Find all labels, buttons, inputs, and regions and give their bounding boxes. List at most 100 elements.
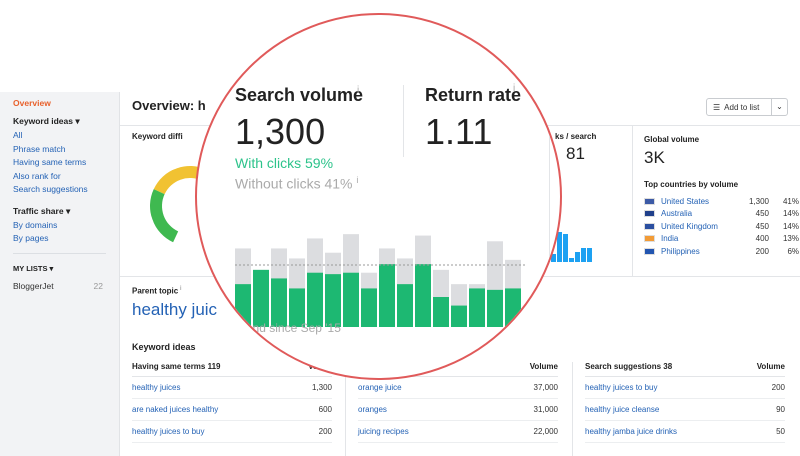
top-countries-label: Top countries by volume (644, 180, 739, 189)
sidebar-section-label: Keyword ideas (13, 116, 73, 126)
keyword-volume: 600 (318, 405, 332, 414)
my-lists-label: MY LISTS (13, 264, 48, 273)
sidebar-section-label: Traffic share (13, 205, 64, 216)
return-rate-value: 1.11 (425, 111, 493, 152)
keyword-link[interactable]: juicing recipes (358, 427, 409, 436)
keyword-volume: 50 (776, 427, 785, 436)
sidebar-item-having-same-terms[interactable]: Having same terms (13, 157, 87, 167)
add-to-list-button[interactable]: ☰ Add to list ⌄ (706, 98, 788, 116)
global-volume-panel: Global volume 3K Top countries by volume… (632, 125, 800, 277)
country-percent: 14% (782, 209, 799, 219)
parent-topic-label-text: Parent topic (132, 286, 179, 296)
trend-bar-clicks (469, 288, 485, 327)
keyword-volume: 22,000 (533, 427, 558, 436)
divider (403, 85, 404, 157)
add-to-list-label: Add to list (724, 102, 760, 112)
caret-down-icon: ▾ (65, 205, 71, 216)
us-flag (644, 197, 655, 205)
trend-bar-clicks (505, 288, 521, 327)
mini-bar (575, 252, 580, 262)
sidebar-section-keyword-ideas[interactable]: Keyword ideas ▾ (13, 116, 119, 127)
sidebar-item-search-suggestions[interactable]: Search suggestions (13, 184, 88, 194)
mini-bar (551, 254, 556, 262)
keyword-volume: 90 (776, 405, 785, 414)
country-percent: 14% (782, 221, 799, 231)
column-title[interactable]: Having same terms 119 (132, 362, 221, 371)
table-row: healthy juice cleanse 90 (585, 399, 785, 421)
table-row: healthy juices to buy 200 (132, 421, 332, 443)
trend-bar-clicks (379, 264, 395, 327)
sidebar-item-all[interactable]: All (13, 130, 23, 140)
column-title[interactable]: Search suggestions 38 (585, 362, 673, 371)
volume-header: Volume (529, 362, 558, 371)
trend-label: Trend since Sep '15 (235, 321, 341, 335)
keyword-link[interactable]: healthy juices to buy (585, 383, 658, 392)
volume-header: Volume (756, 362, 785, 371)
clicks-per-search-value: 81 (566, 144, 585, 163)
table-row: oranges 31,000 (358, 399, 558, 421)
keyword-link[interactable]: oranges (358, 405, 387, 414)
keyword-link[interactable]: orange juice (358, 383, 402, 392)
spacer (13, 198, 119, 204)
trend-bar-clicks (451, 305, 467, 327)
sidebar-item-by-domains[interactable]: By domains (13, 219, 58, 230)
country-name[interactable]: United Kingdom (661, 221, 718, 231)
list-icon: ☰ (713, 102, 721, 112)
search-volume-value: 1,300 (235, 111, 326, 152)
column-divider (345, 362, 346, 456)
chevron-down-icon[interactable]: ⌄ (771, 99, 787, 115)
trend-bar-clicks (415, 264, 431, 327)
uk-flag (644, 222, 655, 230)
keyword-link[interactable]: are naked juices healthy (132, 405, 219, 414)
sidebar-item-also-rank-for[interactable]: Also rank for (13, 170, 61, 181)
table-row: healthy jamba juice drinks 50 (585, 421, 785, 443)
table-row: are naked juices healthy 600 (132, 399, 332, 421)
info-icon[interactable]: i (357, 85, 360, 96)
caret-down-icon: ▾ (75, 116, 80, 126)
keyword-link[interactable]: healthy juice cleanse (585, 405, 660, 414)
keyword-link[interactable]: healthy juices (132, 383, 181, 392)
country-name[interactable]: India (661, 234, 679, 244)
sidebar-item-by-pages[interactable]: By pages (13, 233, 49, 243)
divider (13, 253, 106, 254)
page-title: Overview: h (132, 98, 206, 113)
list-item[interactable]: BloggerJet 22 (13, 281, 119, 291)
parent-topic-value[interactable]: healthy juic (132, 300, 218, 319)
list-count: 22 (93, 281, 103, 291)
mini-bar (569, 258, 574, 262)
keyword-volume: 37,000 (533, 383, 558, 392)
in-flag (644, 235, 655, 243)
return-rate-label: Return rate (425, 85, 522, 105)
country-volume: 1,300 (748, 196, 769, 206)
keyword-volume: 200 (318, 427, 332, 436)
clicks-per-search-label: ks / search (555, 132, 597, 141)
trend-bar-clicks (487, 289, 503, 327)
mini-bar (581, 248, 586, 262)
global-volume-value: 3K (644, 148, 665, 167)
sidebar-section-traffic-share[interactable]: Traffic share ▾ (13, 206, 119, 217)
keyword-link[interactable]: healthy juices to buy (132, 427, 205, 436)
info-icon[interactable]: i (178, 286, 182, 292)
info-icon[interactable]: i (513, 83, 516, 94)
trend-bar-clicks (253, 269, 269, 327)
sidebar-item-phrase-match[interactable]: Phrase match (13, 143, 66, 154)
country-name[interactable]: Australia (661, 209, 693, 219)
country-row: United Kingdom 450 14% (644, 220, 800, 233)
info-icon[interactable]: i (356, 175, 359, 185)
table-row: healthy juices to buy 200 (585, 377, 785, 399)
mini-bar (557, 232, 562, 262)
keyword-link[interactable]: healthy jamba juice drinks (585, 427, 678, 436)
mini-bar (563, 234, 568, 262)
without-clicks-label: Without clicks 41% i (235, 175, 358, 192)
country-name[interactable]: Philippines (661, 246, 700, 256)
magnifier-circle: Search volume i 1,300 Return rate i 1.11… (195, 13, 562, 380)
keyword-ideas-column: Search suggestions 38 Volume healthy juice… (585, 362, 785, 443)
country-list: United States 1,300 41% Australia 450 14% Unit… (644, 195, 800, 258)
my-lists-heading[interactable]: MY LISTS ▾ (13, 264, 119, 273)
column-divider (572, 362, 573, 456)
country-name[interactable]: United States (661, 196, 710, 206)
trend-bar-clicks (361, 288, 377, 327)
sidebar-item-overview[interactable]: Overview (13, 98, 51, 108)
keyword-volume: 31,000 (533, 405, 558, 414)
trend-bar-clicks (289, 288, 305, 327)
